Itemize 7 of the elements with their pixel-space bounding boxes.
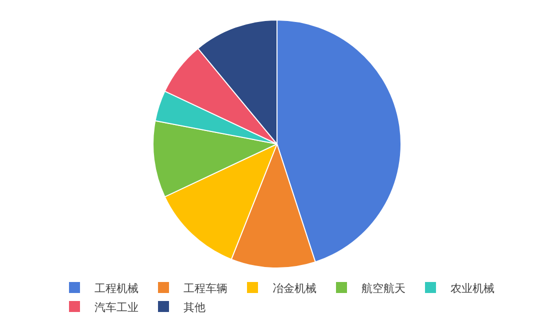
legend-label: 工程车辆 (184, 282, 228, 295)
legend-label: 其他 (184, 300, 206, 314)
legend-label: 汽车工业 (94, 300, 138, 314)
legend-label: 冶金机械 (272, 282, 316, 295)
legend-label: 航空航天 (362, 282, 406, 295)
legend-label: 工程机械 (94, 282, 138, 295)
legend-label: 农业机械 (450, 282, 494, 295)
